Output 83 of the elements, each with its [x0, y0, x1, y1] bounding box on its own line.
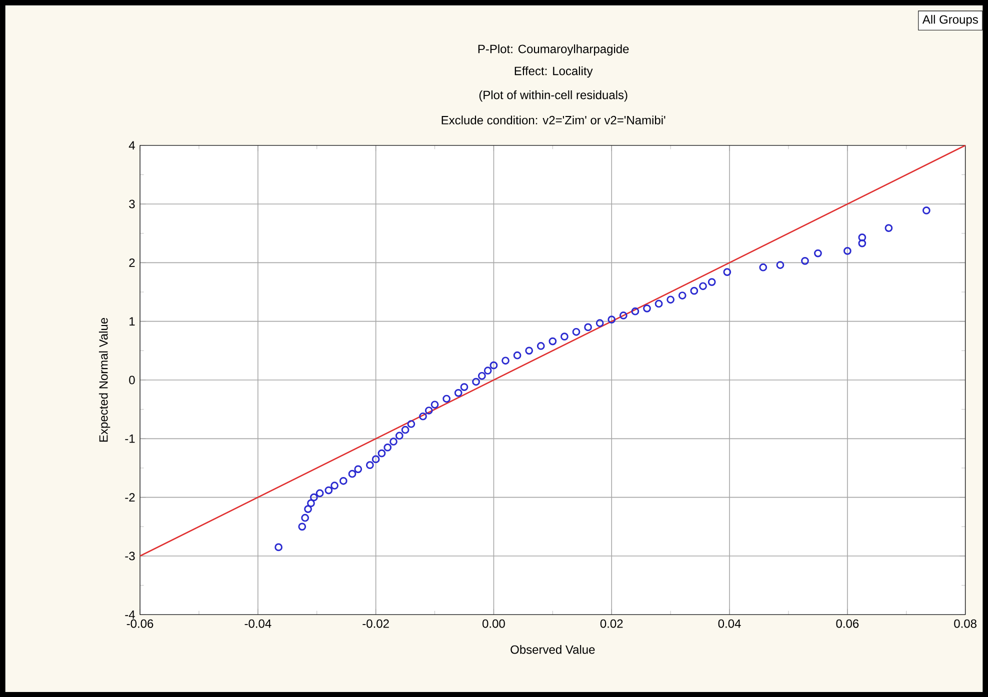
point — [330, 482, 338, 490]
point — [560, 332, 568, 340]
point — [525, 346, 534, 354]
y-tick-label: -4 — [125, 610, 135, 619]
point — [324, 486, 333, 494]
point — [395, 432, 404, 440]
point — [390, 438, 398, 446]
text: Exclude condition: v2='Zim' or v2='Namibi' — [442, 115, 666, 124]
y-tick-label: 4 — [128, 141, 135, 150]
point — [460, 382, 468, 391]
point — [490, 361, 498, 370]
y-tick-label: 1 — [130, 317, 135, 326]
point — [572, 328, 580, 336]
point — [776, 260, 784, 269]
point — [298, 522, 306, 530]
point — [401, 426, 410, 434]
point — [723, 268, 732, 276]
point — [631, 307, 640, 316]
x-tick-label: 0.02 — [600, 619, 623, 628]
point — [274, 543, 282, 551]
y-tick-label: 3 — [129, 200, 135, 208]
chart-subtitle: Effect: Locality — [514, 66, 593, 78]
point — [472, 378, 480, 386]
point — [384, 443, 392, 452]
y-tick-label: -1 — [125, 434, 135, 443]
point — [339, 476, 348, 485]
point — [922, 206, 930, 214]
x-tick-label: 0.04 — [718, 619, 741, 628]
point — [814, 249, 822, 258]
point — [454, 388, 462, 397]
point — [678, 291, 686, 300]
point — [378, 449, 386, 458]
point — [801, 256, 809, 265]
point — [354, 465, 362, 473]
point — [310, 493, 318, 502]
point — [366, 460, 374, 469]
x-tick-label: 0.00 — [482, 619, 505, 628]
point — [478, 372, 486, 380]
y-tick-label: 2 — [129, 258, 135, 267]
point — [654, 300, 663, 308]
point — [307, 499, 315, 507]
point — [304, 504, 312, 513]
point — [643, 304, 651, 312]
point — [708, 278, 716, 286]
point — [424, 406, 433, 414]
y-tick-label: 0 — [129, 376, 135, 384]
point — [316, 489, 324, 498]
y-tick-label: -2 — [125, 492, 135, 502]
point — [584, 323, 592, 331]
x-tick-label: 0.06 — [836, 619, 859, 628]
point — [858, 239, 866, 248]
point — [502, 356, 510, 364]
point — [407, 420, 416, 428]
point — [699, 282, 707, 290]
point — [536, 342, 545, 350]
point — [608, 315, 616, 324]
x-tick-label: -0.02 — [362, 619, 389, 628]
point — [858, 233, 866, 242]
x-tick-label: -0.04 — [244, 619, 272, 628]
point — [759, 263, 768, 272]
text: (Plot of within-cell residuals) — [479, 90, 628, 102]
point — [690, 286, 698, 295]
point — [442, 394, 450, 403]
point — [348, 470, 356, 478]
point — [372, 455, 380, 463]
point — [301, 514, 310, 522]
point — [619, 311, 628, 320]
point — [548, 337, 557, 346]
text: All Groups — [922, 14, 978, 26]
point — [430, 400, 439, 408]
x-tick-label: -0.06 — [126, 619, 154, 628]
point — [513, 351, 522, 360]
chart-title: P-Plot: Coumaroylharpagide — [478, 44, 629, 56]
y-tick-label: -3 — [125, 552, 135, 560]
point — [484, 366, 492, 374]
x-tick-label: 0.08 — [954, 619, 976, 628]
point — [596, 319, 604, 327]
x-axis-title: Observed Value — [510, 644, 595, 654]
y-axis-title: Expected Normal Value — [98, 318, 110, 442]
point — [666, 296, 675, 304]
point — [419, 412, 427, 420]
point — [884, 224, 893, 232]
point — [843, 246, 852, 255]
